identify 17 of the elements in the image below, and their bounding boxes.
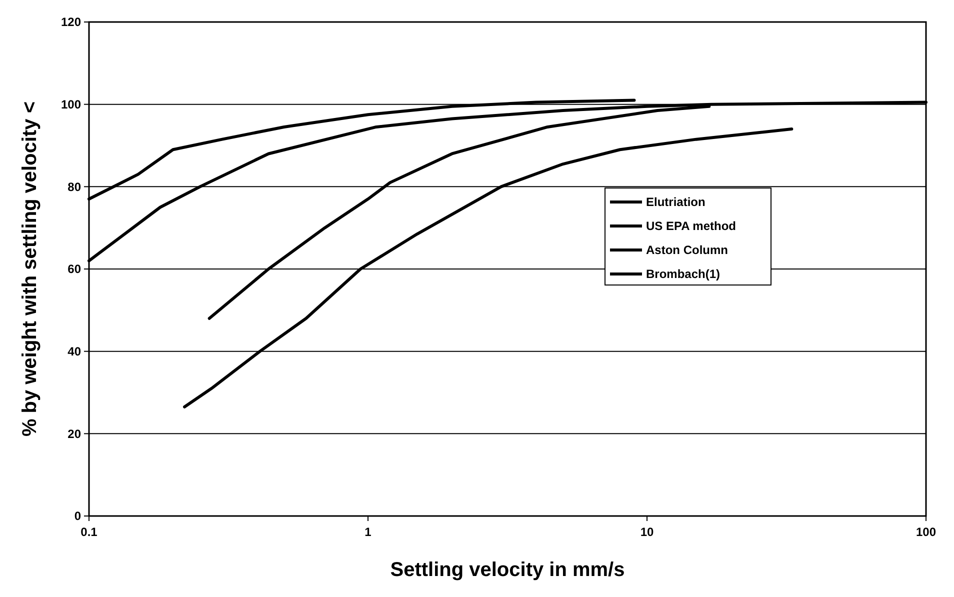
x-tick-label: 100 bbox=[916, 525, 936, 539]
legend-label: Aston Column bbox=[646, 243, 728, 258]
x-tick-label: 1 bbox=[364, 525, 372, 539]
y-tick-label: 120 bbox=[60, 15, 82, 30]
y-tick-label: 100 bbox=[60, 98, 82, 112]
x-tick-label: 10 bbox=[640, 525, 654, 539]
legend-label: Elutriation bbox=[646, 195, 706, 210]
legend-label: US EPA method bbox=[646, 219, 736, 234]
y-tick-label: 0 bbox=[74, 509, 82, 524]
x-tick-label: 0.1 bbox=[80, 525, 98, 539]
y-axis-title: % by weight with settling velocity < bbox=[19, 101, 41, 437]
y-tick-label: 60 bbox=[68, 262, 82, 276]
y-tick-label: 20 bbox=[68, 426, 82, 441]
y-tick-label: 40 bbox=[68, 344, 82, 359]
x-axis-title: Settling velocity in mm/s bbox=[390, 559, 625, 581]
legend-label: Brombach(1) bbox=[646, 267, 720, 282]
y-tick-label: 80 bbox=[68, 180, 82, 194]
